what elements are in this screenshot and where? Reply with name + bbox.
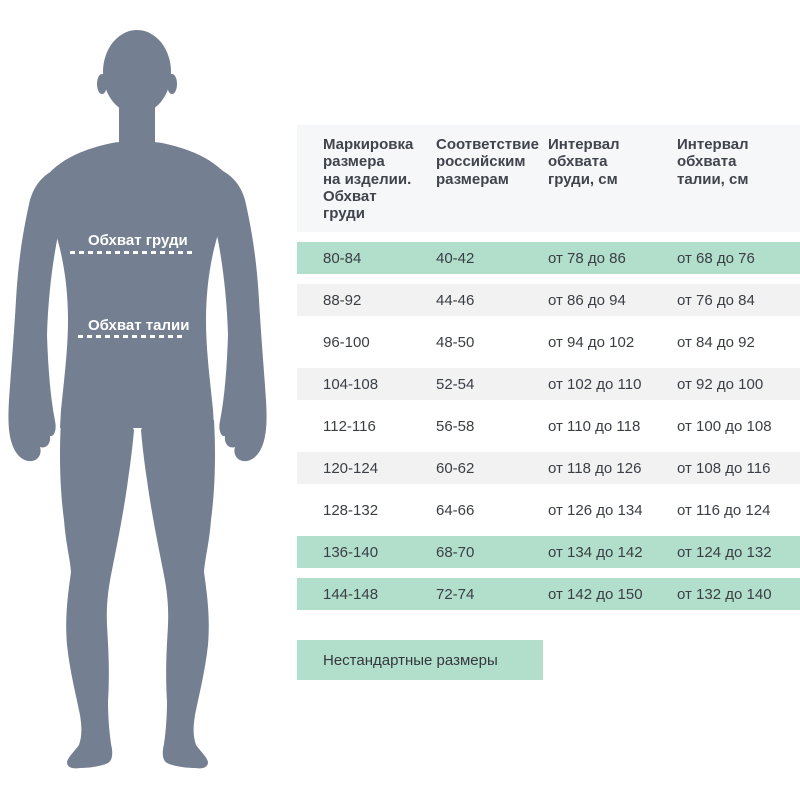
header-size-marking: Маркировка размера на изделии. Обхват гр… xyxy=(323,136,414,222)
cell-chest-interval: от 134 до 142 xyxy=(548,543,643,561)
cell-russian-size: 72-74 xyxy=(436,585,475,603)
cell-russian-size: 60-62 xyxy=(436,459,475,477)
table-row: 120-124 60-62 от 118 до 126 от 108 до 11… xyxy=(297,452,800,485)
body-silhouette-figure: Обхват груди Обхват талии xyxy=(0,0,280,780)
chest-dashed-line xyxy=(70,251,195,254)
cell-size-marking: 88-92 xyxy=(323,291,362,309)
table-row: 80-84 40-42 от 78 до 86 от 68 до 76 xyxy=(297,242,800,275)
table-row: 96-100 48-50 от 94 до 102 от 84 до 92 xyxy=(297,326,800,358)
header-russian-size: Соответствие российским размерам xyxy=(436,136,539,188)
table-row: 88-92 44-46 от 86 до 94 от 76 до 84 xyxy=(297,284,800,317)
cell-chest-interval: от 126 до 134 xyxy=(548,501,643,519)
leg-right-shape xyxy=(141,420,215,769)
cell-size-marking: 120-124 xyxy=(323,459,379,477)
table-row: 128-132 64-66 от 126 до 134 от 116 до 12… xyxy=(297,494,800,526)
cell-chest-interval: от 110 до 118 xyxy=(548,417,641,435)
cell-size-marking: 104-108 xyxy=(323,375,379,393)
ear-left-shape xyxy=(97,74,107,94)
cell-russian-size: 64-66 xyxy=(436,501,475,519)
cell-size-marking: 80-84 xyxy=(323,249,362,267)
cell-waist-interval: от 92 до 100 xyxy=(677,375,764,393)
arm-left-shape xyxy=(8,170,62,462)
cell-waist-interval: от 68 до 76 xyxy=(677,249,755,267)
cell-size-marking: 128-132 xyxy=(323,501,379,519)
cell-chest-interval: от 102 до 110 xyxy=(548,375,642,393)
arm-right-shape xyxy=(213,170,267,462)
cell-size-marking: 112-116 xyxy=(323,417,376,435)
table-row: 104-108 52-54 от 102 до 110 от 92 до 100 xyxy=(297,368,800,401)
male-body-silhouette xyxy=(8,30,267,769)
size-table: Маркировка размера на изделии. Обхват гр… xyxy=(297,125,800,611)
nonstandard-sizes-box: Нестандартные размеры xyxy=(297,640,543,680)
cell-russian-size: 56-58 xyxy=(436,417,475,435)
cell-waist-interval: от 116 до 124 xyxy=(677,501,771,519)
cell-waist-interval: от 132 до 140 xyxy=(677,585,772,603)
cell-waist-interval: от 76 до 84 xyxy=(677,291,755,309)
cell-chest-interval: от 142 до 150 xyxy=(548,585,643,603)
table-row: 136-140 68-70 от 134 до 142 от 124 до 13… xyxy=(297,536,800,569)
leg-left-shape xyxy=(60,420,134,769)
ear-right-shape xyxy=(167,74,177,94)
cell-russian-size: 40-42 xyxy=(436,249,475,267)
cell-waist-interval: от 108 до 116 xyxy=(677,459,771,477)
cell-waist-interval: от 100 до 108 xyxy=(677,417,772,435)
cell-russian-size: 52-54 xyxy=(436,375,475,393)
cell-size-marking: 144-148 xyxy=(323,585,379,603)
cell-russian-size: 44-46 xyxy=(436,291,475,309)
header-chest-interval: Интервал обхвата груди, см xyxy=(548,136,620,188)
header-waist-interval: Интервал обхвата талии, см xyxy=(677,136,749,188)
waist-dashed-line xyxy=(78,335,186,338)
chest-circumference-label: Обхват груди xyxy=(88,232,188,249)
table-row: 112-116 56-58 от 110 до 118 от 100 до 10… xyxy=(297,410,800,442)
cell-russian-size: 68-70 xyxy=(436,543,475,561)
cell-chest-interval: от 118 до 126 xyxy=(548,459,642,477)
torso-shape xyxy=(42,141,232,428)
cell-russian-size: 48-50 xyxy=(436,333,475,351)
nonstandard-sizes-label: Нестандартные размеры xyxy=(323,651,498,669)
cell-chest-interval: от 78 до 86 xyxy=(548,249,626,267)
table-row: 144-148 72-74 от 142 до 150 от 132 до 14… xyxy=(297,578,800,611)
cell-size-marking: 96-100 xyxy=(323,333,370,351)
cell-waist-interval: от 124 до 132 xyxy=(677,543,772,561)
waist-circumference-label: Обхват талии xyxy=(88,317,190,334)
size-table-header-row: Маркировка размера на изделии. Обхват гр… xyxy=(297,125,800,233)
cell-chest-interval: от 86 до 94 xyxy=(548,291,626,309)
cell-chest-interval: от 94 до 102 xyxy=(548,333,635,351)
cell-waist-interval: от 84 до 92 xyxy=(677,333,755,351)
cell-size-marking: 136-140 xyxy=(323,543,379,561)
